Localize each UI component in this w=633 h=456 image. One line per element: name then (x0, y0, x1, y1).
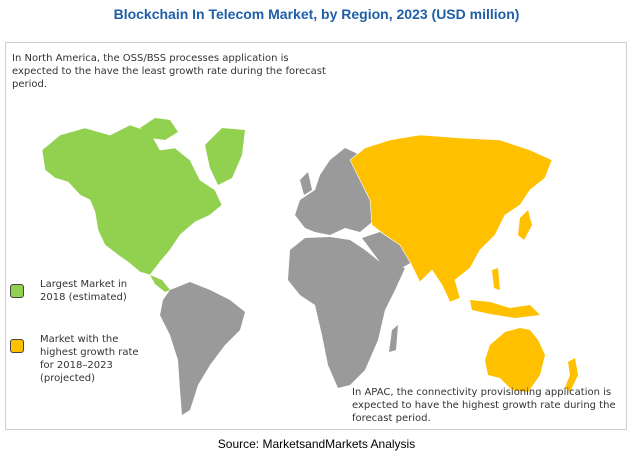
asia (349, 134, 553, 303)
text-line: period. (12, 79, 48, 90)
title: Blockchain In Telecom Market, by Region,… (113, 6, 520, 22)
frame (5, 42, 627, 430)
africa (288, 237, 405, 388)
philippines (492, 268, 500, 290)
legend-label: Largest Market in 2018 (estimated) (40, 278, 127, 304)
text-line: 2018 (estimated) (40, 292, 127, 303)
text-line: Largest Market in (40, 279, 128, 290)
legend-label: Market with the highest growth rate for 20… (40, 333, 139, 385)
text-line: expected to have the highest growth rate… (352, 400, 616, 411)
text-line: for 2018–2023 (40, 360, 113, 371)
source: Source: MarketsandMarkets Analysis (217, 437, 416, 451)
top-note: In North America, the OSS/BSS processes … (12, 52, 326, 91)
arctic-islands (140, 118, 178, 140)
text-line: forecast period. (352, 413, 431, 424)
new-zealand (565, 358, 578, 392)
australia (485, 328, 545, 392)
text-line: In North America, the OSS/BSS processes … (12, 53, 289, 64)
text-line: In APAC, the connectivity provisioning a… (352, 387, 612, 398)
text-line: expected to the have the least growth ra… (12, 66, 326, 77)
text-line: (projected) (40, 373, 96, 384)
legend-swatch (10, 284, 24, 298)
middle-east (362, 232, 412, 270)
south-america (160, 282, 245, 415)
europe (295, 148, 372, 235)
text-line: Market with the (40, 334, 119, 345)
japan (518, 210, 532, 240)
greenland (205, 128, 245, 185)
indonesia (470, 300, 540, 318)
uk (300, 172, 312, 195)
madagascar (389, 325, 398, 352)
north-america (41, 124, 223, 276)
bottom-note: In APAC, the connectivity provisioning a… (352, 386, 616, 425)
central-america (150, 275, 170, 292)
legend-swatch (10, 339, 24, 353)
text-line: highest growth rate (40, 347, 139, 358)
